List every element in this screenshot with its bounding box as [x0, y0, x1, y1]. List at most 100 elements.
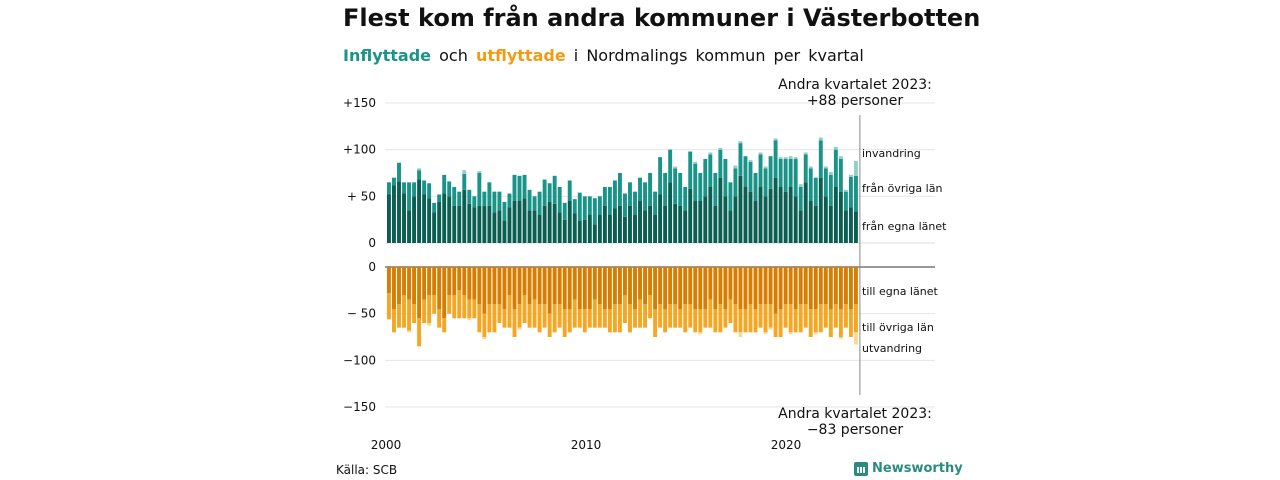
bar-out-local: [788, 267, 793, 305]
bar-out-other: [683, 304, 688, 333]
bar-in-foreign: [763, 166, 768, 169]
bar-out-local: [417, 267, 422, 319]
bar-out-other: [808, 309, 813, 337]
bar-in-other: [738, 143, 743, 176]
bar-in-other: [853, 175, 858, 212]
series-label-in-other: från övriga län: [862, 182, 942, 195]
bar-in-local: [688, 188, 693, 243]
bar-in-foreign: [718, 147, 723, 150]
bar-out-local: [487, 267, 492, 305]
bar-in-other: [693, 163, 698, 201]
bar-out-local: [703, 267, 708, 309]
bar-in-local: [552, 203, 557, 243]
bar-in-local: [653, 215, 658, 243]
bar-in-local: [617, 205, 622, 243]
bar-out-other: [487, 304, 492, 333]
bar-in-local: [623, 216, 627, 243]
bar-out-local: [582, 267, 587, 309]
bar-in-local: [497, 210, 502, 243]
bar-out-local: [557, 267, 562, 305]
bar-out-local: [693, 267, 698, 309]
bar-in-other: [517, 175, 522, 201]
bars: [387, 137, 858, 347]
bar-in-other: [502, 201, 507, 221]
newsworthy-logo-icon: [854, 461, 868, 476]
bar-in-foreign: [838, 156, 843, 159]
bar-out-local: [778, 267, 783, 309]
bar-in-other: [643, 182, 648, 211]
bar-in-local: [773, 177, 778, 243]
bar-out-local: [407, 267, 412, 300]
bar-out-other: [477, 304, 482, 333]
bar-out-other: [853, 304, 858, 333]
bar-in-local: [547, 201, 552, 243]
y-tick-label: −100: [343, 353, 376, 367]
bar-in-other: [678, 173, 683, 206]
bar-out-local: [723, 267, 728, 309]
bar-in-local: [402, 193, 406, 243]
bar-out-local: [718, 267, 723, 305]
bar-out-local: [743, 267, 748, 309]
bar-out-other: [748, 304, 753, 333]
bar-in-local: [658, 194, 663, 243]
bar-out-other: [708, 299, 713, 328]
bar-out-foreign: [427, 323, 432, 326]
bar-out-other: [517, 304, 522, 328]
bar-out-other: [592, 299, 597, 328]
bar-in-local: [673, 203, 678, 243]
bar-in-local: [452, 205, 457, 243]
x-tick-label: 2020: [771, 438, 802, 452]
bar-out-local: [402, 267, 406, 295]
bar-in-foreign: [808, 166, 813, 169]
bar-out-local: [592, 267, 597, 300]
bar-in-foreign: [833, 146, 838, 150]
bar-in-foreign: [798, 184, 803, 187]
bar-in-other: [497, 191, 502, 211]
bar-in-other: [683, 187, 688, 211]
bar-out-local: [552, 267, 557, 305]
bar-out-other: [753, 309, 758, 333]
bar-out-local: [547, 267, 552, 314]
bar-in-other: [623, 193, 627, 217]
bar-in-local: [432, 212, 437, 243]
bar-out-local: [753, 267, 758, 309]
bar-in-other: [597, 196, 602, 215]
bar-in-other: [452, 187, 457, 206]
bar-in-other: [587, 196, 592, 215]
bar-out-other: [467, 299, 472, 319]
bar-in-local: [728, 210, 733, 243]
bar-out-other: [843, 304, 848, 328]
bar-out-local: [472, 267, 477, 300]
bar-in-local: [487, 205, 492, 243]
bar-in-other: [487, 182, 492, 206]
bar-out-other: [718, 304, 723, 333]
bar-in-local: [602, 205, 607, 243]
bar-in-local: [597, 215, 602, 243]
newsworthy-logo[interactable]: Newsworthy: [854, 461, 963, 476]
bar-out-local: [612, 267, 617, 305]
bar-out-local: [462, 267, 467, 295]
bar-in-other: [823, 168, 828, 197]
bar-out-other: [422, 299, 427, 323]
bar-in-local: [472, 207, 477, 243]
bar-in-other: [442, 174, 447, 194]
bar-out-local: [648, 267, 653, 295]
bar-out-local: [562, 267, 567, 309]
bar-in-other: [507, 193, 512, 208]
bar-in-foreign: [843, 189, 848, 192]
bar-out-other: [462, 295, 467, 319]
bar-in-local: [683, 210, 688, 243]
bar-in-other: [422, 180, 427, 195]
bar-out-local: [442, 267, 447, 319]
bar-in-local: [808, 201, 813, 243]
subtitle-rest: i Nordmalings kommun per kvartal: [573, 46, 864, 65]
bar-in-foreign: [778, 157, 783, 159]
bar-out-other: [728, 299, 733, 323]
bar-out-local: [738, 267, 743, 309]
bar-out-local: [422, 267, 427, 300]
bar-in-other: [397, 162, 401, 182]
bar-out-local: [522, 267, 527, 295]
bar-out-local: [733, 267, 738, 305]
bar-out-local: [633, 267, 637, 309]
bar-out-local: [412, 267, 417, 305]
